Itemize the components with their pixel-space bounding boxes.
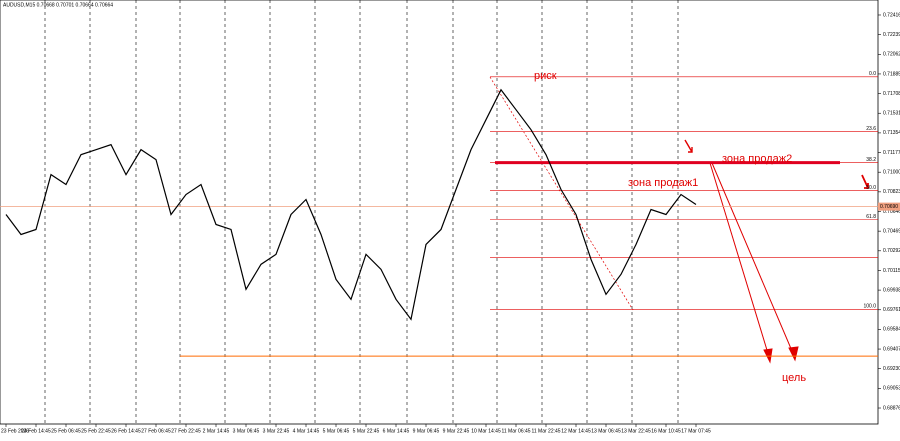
fib-label: 61.8 xyxy=(866,214,876,220)
x-tick-label: 27 Feb 22:45 xyxy=(171,428,201,434)
annotation: зона продаж2 xyxy=(722,153,792,165)
annotation: риск xyxy=(534,70,557,82)
x-tick-label: 13 Mar 22:45 xyxy=(621,428,651,434)
x-tick-label: 5 Mar 06:45 xyxy=(323,428,350,434)
y-tick-label: 0.70292 xyxy=(883,248,900,254)
y-tick-label: 0.71354 xyxy=(883,130,900,136)
x-tick-label: 17 Mar 07:45 xyxy=(681,428,711,434)
x-tick-label: 9 Mar 06:45 xyxy=(413,428,440,434)
fib-label: 38.2 xyxy=(866,157,876,163)
annotation: цель xyxy=(782,372,806,384)
y-tick-label: 0.69230 xyxy=(883,366,900,372)
x-tick-label: 12 Mar 14:45 xyxy=(561,428,591,434)
plot-area xyxy=(0,0,879,425)
current-price-label: 0.70690 xyxy=(880,204,898,210)
y-tick-label: 0.71000 xyxy=(883,170,900,176)
y-tick-label: 0.69407 xyxy=(883,346,900,352)
x-tick-label: 6 Mar 14:45 xyxy=(383,428,410,434)
x-tick-label: 5 Mar 22:45 xyxy=(353,428,380,434)
x-tick-label: 9 Mar 22:45 xyxy=(443,428,470,434)
y-tick-label: 0.72239 xyxy=(883,32,900,38)
x-tick-label: 11 Mar 22:45 xyxy=(531,428,560,434)
y-tick-label: 0.70646 xyxy=(883,209,900,215)
x-tick-label: 16 Mar 10:45 xyxy=(651,428,681,434)
y-tick-label: 0.69053 xyxy=(883,386,900,392)
current-price-tag xyxy=(878,202,900,211)
y-tick-label: 0.71177 xyxy=(883,150,900,156)
y-tick-label: 0.69584 xyxy=(883,327,900,333)
y-tick-label: 0.70115 xyxy=(883,268,900,274)
annotation: зона продаж1 xyxy=(628,177,698,189)
x-tick-label: 10 Mar 14:45 xyxy=(471,428,501,434)
x-tick-label: 25 Feb 22:45 xyxy=(81,428,111,434)
x-tick-label: 2 Mar 14:45 xyxy=(203,428,230,434)
y-tick-label: 0.71531 xyxy=(883,111,900,117)
y-tick-label: 0.69761 xyxy=(883,307,900,313)
y-tick-label: 0.71885 xyxy=(883,71,900,77)
x-tick-label: 11 Mar 06:45 xyxy=(501,428,530,434)
y-tick-label: 0.72416 xyxy=(883,12,900,18)
x-tick-label: 13 Mar 06:45 xyxy=(591,428,621,434)
x-tick-label: 25 Feb 06:45 xyxy=(51,428,81,434)
fib-label: 23.6 xyxy=(866,126,876,132)
x-tick-label: 27 Feb 06:45 xyxy=(141,428,171,434)
fib-label: 100.0 xyxy=(863,304,876,310)
price-line xyxy=(5,88,697,321)
x-tick-label: 3 Mar 22:45 xyxy=(263,428,290,434)
x-tick-label: 24 Feb 14:45 xyxy=(21,428,51,434)
symbol-info: AUDUSD,M15 0.70668 0.70701 0.70664 0.706… xyxy=(3,2,113,8)
y-tick-label: 0.69938 xyxy=(883,287,900,293)
fib-label: 0.0 xyxy=(869,71,876,77)
drawing-lines xyxy=(489,76,869,364)
x-tick-label: 26 Feb 14:45 xyxy=(111,428,141,434)
x-tick-label: 4 Mar 14:45 xyxy=(293,428,320,434)
y-tick-label: 0.71708 xyxy=(883,91,900,97)
x-tick-label: 23 Feb 2026 xyxy=(1,428,29,434)
y-tick-label: 0.68876 xyxy=(883,405,900,411)
day-separators xyxy=(44,0,679,424)
fib-label: 50.0 xyxy=(866,185,876,191)
y-tick-label: 0.70823 xyxy=(883,189,900,195)
x-tick-label: 3 Mar 06:45 xyxy=(233,428,260,434)
y-tick-label: 0.70469 xyxy=(883,228,900,234)
y-tick-label: 0.72062 xyxy=(883,52,900,58)
